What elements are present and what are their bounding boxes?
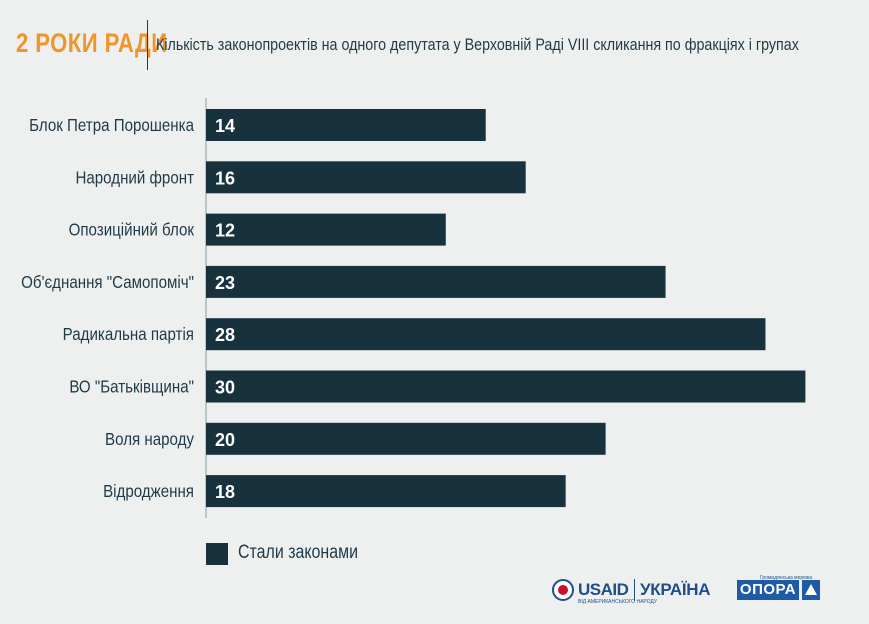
header-divider <box>147 20 148 70</box>
brand-title: 2 РОКИ РАДИ <box>16 28 168 58</box>
bar-value-label: 12 <box>215 221 235 241</box>
bar-value-label: 16 <box>215 168 235 188</box>
bar <box>206 422 606 455</box>
category-label: Радикальна партія <box>63 324 194 345</box>
bar <box>206 265 666 298</box>
category-label: Відродження <box>103 481 194 502</box>
bar <box>206 475 566 508</box>
category-label: Опозиційний блок <box>69 219 195 240</box>
bar <box>206 161 526 194</box>
usaid-logo-text: USAID <box>578 580 629 599</box>
category-label: Об'єднання "Самопоміч" <box>21 272 194 293</box>
bar-value-label: 14 <box>215 116 235 136</box>
bar-value-label: 18 <box>215 482 235 502</box>
category-label: Воля народу <box>105 429 195 450</box>
footer-logos: USAID ВІД АМЕРИКАНСЬКОГО НАРОДУ УКРАЇНА … <box>550 572 850 612</box>
chart-title: Кількість законопроектів на одного депут… <box>156 35 799 54</box>
bar-chart: 14 Блок Петра Порошенка 16 Народний фронт 12… <box>21 98 806 518</box>
bar-value-label: 30 <box>215 378 235 398</box>
usaid-seal-icon <box>552 579 574 601</box>
opora-triangle-icon <box>802 580 820 600</box>
usaid-logo-subtext: ВІД АМЕРИКАНСЬКОГО НАРОДУ <box>578 599 658 605</box>
opora-logo-subtext: Громадянська мережа <box>760 575 813 581</box>
legend-swatch <box>206 543 228 565</box>
bar-value-label: 28 <box>215 325 235 345</box>
bar-value-label: 20 <box>215 430 235 450</box>
bar <box>206 213 446 246</box>
bars-group: 14 Блок Петра Порошенка 16 Народний фронт 12… <box>21 109 806 508</box>
bar <box>206 109 486 141</box>
logo-divider <box>634 579 635 601</box>
bar <box>206 370 806 403</box>
ukraine-logo-text: УКРАЇНА <box>640 580 711 599</box>
bar <box>206 318 766 351</box>
bar-value-label: 23 <box>215 273 235 293</box>
category-label: Блок Петра Порошенка <box>29 115 195 136</box>
header: 2 РОКИ РАДИ Кількість законопроектів на … <box>0 0 869 72</box>
category-label: Народний фронт <box>75 167 194 188</box>
legend-label: Стали законами <box>238 542 359 563</box>
opora-logo: ОПОРА <box>737 580 799 600</box>
category-label: ВО "Батьківщина" <box>69 376 194 397</box>
